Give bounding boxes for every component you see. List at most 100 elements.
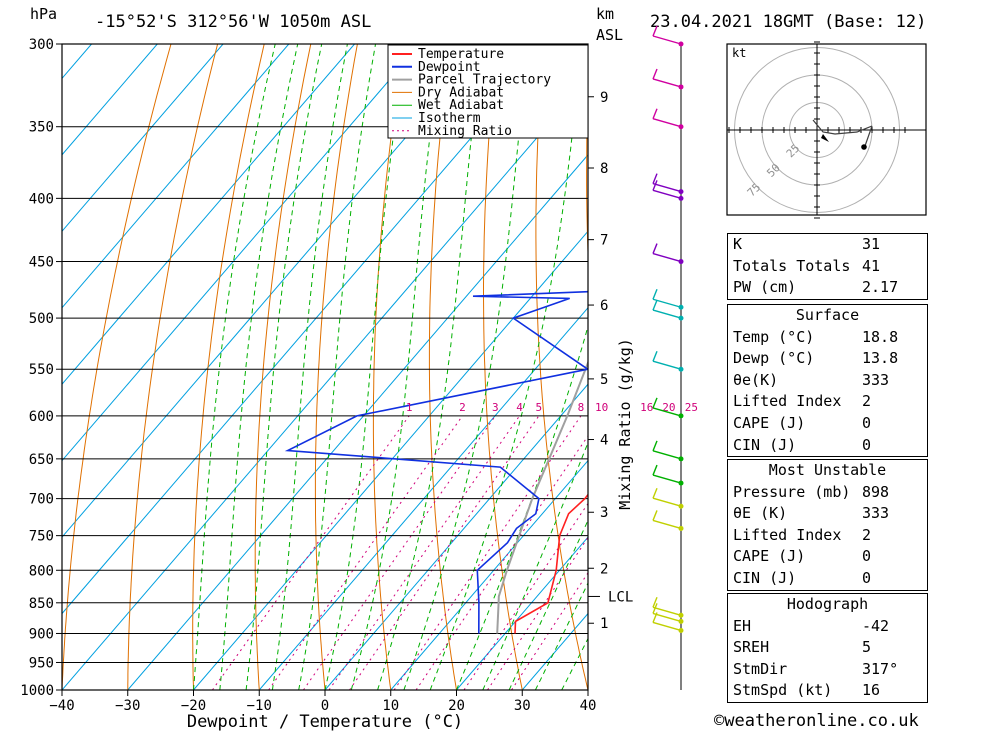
pressure-tick-label: 750 [29, 529, 54, 545]
row-label: EH [733, 616, 752, 635]
legend-entry: Temperature [418, 47, 504, 62]
row-label: CIN (J) [733, 568, 797, 587]
x-tick-label: 10 [382, 698, 399, 714]
wind-barb-dot [678, 480, 684, 486]
pressure-unit-label: hPa [30, 5, 58, 23]
wind-barb-flag [652, 173, 658, 184]
index-row-pw: PW (cm) 2.17 [728, 277, 927, 299]
wind-barb-flag [652, 288, 658, 300]
wind-barb [652, 474, 682, 484]
legend-entry: Mixing Ratio [418, 124, 512, 139]
mixing-ratio-label: 4 [516, 401, 523, 414]
dry-adiabat-line [535, 44, 588, 690]
location-title: -15°52'S 312°56'W 1050m ASL [95, 12, 372, 32]
mu-row: CAPE (J) 0 [728, 546, 927, 568]
row-label: CAPE (J) [733, 547, 806, 566]
row-label: CAPE (J) [733, 413, 806, 432]
row-value: 18.8 [862, 327, 899, 346]
wind-barb-flag [652, 464, 658, 476]
isotherm-line [0, 44, 26, 690]
wet-adiabat-line [534, 582, 588, 690]
row-value: 2 [862, 525, 872, 544]
mixing-ratio-line [487, 536, 588, 690]
dry-adiabat-line [483, 44, 523, 690]
wind-barb [652, 360, 682, 370]
wind-barb [652, 612, 682, 623]
row-value: 0 [862, 435, 872, 454]
wind-barb-dot [678, 41, 684, 47]
wind-barb [652, 606, 682, 616]
pressure-tick-label: 500 [29, 311, 54, 327]
mu-row: θE (K) 333 [728, 503, 927, 525]
index-value: 31 [862, 235, 881, 253]
wind-barb-dot [678, 124, 684, 130]
wind-barb-dot [678, 612, 684, 618]
wet-adiabat-line [298, 44, 376, 690]
index-value: 2.17 [862, 278, 899, 297]
wind-barb-dot [678, 413, 684, 419]
wet-adiabat-line [193, 44, 276, 690]
x-tick-label: −30 [115, 698, 140, 714]
wind-barb-flag [652, 108, 658, 119]
mixing-ratio-label: 16 [640, 401, 653, 414]
row-value: -42 [862, 616, 890, 635]
wind-barb [652, 35, 682, 45]
x-tick-label: 20 [448, 698, 465, 714]
mu-row: Pressure (mb) 898 [728, 482, 927, 504]
isotherm-line [390, 459, 588, 690]
isotherm-line [258, 306, 588, 690]
indices-table: K 31 Totals Totals 41 PW (cm) 2.17 [727, 233, 928, 300]
most-unstable-table: Most Unstable Pressure (mb) 898 θE (K) 333… [727, 459, 928, 591]
isotherm-line [62, 77, 588, 690]
hodo-row: SREH 5 [728, 637, 927, 659]
dry-adiabat-line [254, 44, 312, 690]
parcel-trajectory-line [496, 360, 588, 634]
legend-entry: Wet Adiabat [418, 98, 504, 113]
mixing-ratio-label: 8 [578, 401, 585, 414]
wind-barb-dot [678, 618, 684, 624]
pressure-tick-label: 850 [29, 596, 54, 612]
legend-entry: Dewpoint [418, 60, 481, 75]
wind-barb [652, 182, 682, 193]
isotherm-line [62, 44, 224, 233]
wind-barb-dot [678, 366, 684, 372]
wind-barb [652, 450, 682, 460]
km-tick-label: 2 [600, 561, 608, 577]
wind-barb [652, 118, 682, 128]
hodograph-unit-label: kt [732, 46, 746, 60]
wind-barb [652, 309, 682, 319]
wind-barb [652, 497, 682, 507]
x-tick-label: −20 [181, 698, 206, 714]
index-value: 41 [862, 256, 881, 275]
wind-barb [652, 519, 682, 530]
x-tick-label: 30 [514, 698, 531, 714]
row-label: Dewp (°C) [733, 349, 815, 368]
wind-barb-flag [652, 603, 658, 614]
surface-row: Dewp (°C) 13.8 [728, 348, 927, 370]
mixing-ratio-label: 10 [595, 401, 608, 414]
row-label: Lifted Index [733, 525, 842, 544]
wind-barb-flag [652, 350, 658, 362]
pressure-tick-label: 950 [29, 655, 54, 671]
wind-barb-dot [678, 627, 684, 633]
row-value: 333 [862, 370, 890, 389]
mixing-ratio-label: 2 [459, 401, 466, 414]
wind-barb [652, 189, 682, 200]
pressure-tick-label: 800 [29, 563, 54, 579]
surface-row: CIN (J) 0 [728, 435, 927, 457]
hodo-row: EH -42 [728, 616, 927, 638]
pressure-tick-label: 550 [29, 362, 54, 378]
wind-barb-flag [652, 299, 658, 311]
km-unit-label: km [596, 5, 615, 23]
row-value: 0 [862, 413, 872, 432]
hodograph-trace [812, 119, 873, 135]
hodo-row: StmDir 317° [728, 659, 927, 681]
pressure-tick-label: 1000 [20, 683, 54, 699]
wind-barb-flag [652, 440, 658, 452]
pressure-tick-label: 350 [29, 120, 54, 136]
most-unstable-title: Most Unstable [768, 461, 887, 479]
hodograph-table: Hodograph EH -42 SREH 5 StmDir 317° StmSpd … [727, 593, 928, 703]
wet-adiabat-line [482, 441, 588, 690]
dry-adiabat-line [428, 44, 457, 690]
